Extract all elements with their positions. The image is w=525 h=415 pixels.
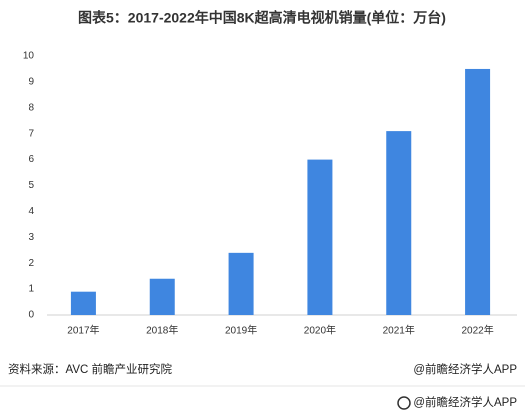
y-tick-label: 5: [28, 180, 34, 191]
y-tick-label: 8: [28, 102, 34, 113]
x-tick-label: 2022年: [461, 324, 493, 337]
x-tick-label: 2020年: [304, 324, 336, 337]
bar: [386, 131, 412, 315]
bar: [228, 252, 254, 315]
y-tick-label: 1: [28, 284, 34, 295]
footer-logo: [397, 396, 411, 410]
y-tick-label: 7: [28, 128, 34, 139]
x-tick-label: 2018年: [146, 324, 178, 337]
bar: [307, 159, 333, 315]
y-tick-label: 4: [28, 206, 34, 217]
footer-credit: @前瞻经济学人APP: [413, 395, 517, 409]
credit: @前瞻经济学人APP: [413, 362, 517, 376]
bar: [70, 291, 96, 315]
y-tick-label: 6: [28, 154, 34, 165]
y-tick-label: 10: [23, 51, 35, 62]
bar: [465, 68, 491, 315]
x-tick-label: 2019年: [225, 324, 257, 337]
x-tick-label: 2021年: [383, 324, 415, 337]
source: 资料来源：AVC 前瞻产业研究院: [8, 362, 172, 376]
x-tick-label: 2017年: [67, 324, 99, 337]
chart-title: 图表5：2017-2022年中国8K超高清电视机销量(单位：万台): [78, 10, 446, 26]
y-tick-label: 9: [28, 77, 34, 88]
bar: [149, 278, 175, 315]
y-tick-label: 0: [28, 310, 34, 321]
y-tick-label: 2: [28, 258, 34, 269]
y-tick-label: 3: [28, 232, 34, 243]
